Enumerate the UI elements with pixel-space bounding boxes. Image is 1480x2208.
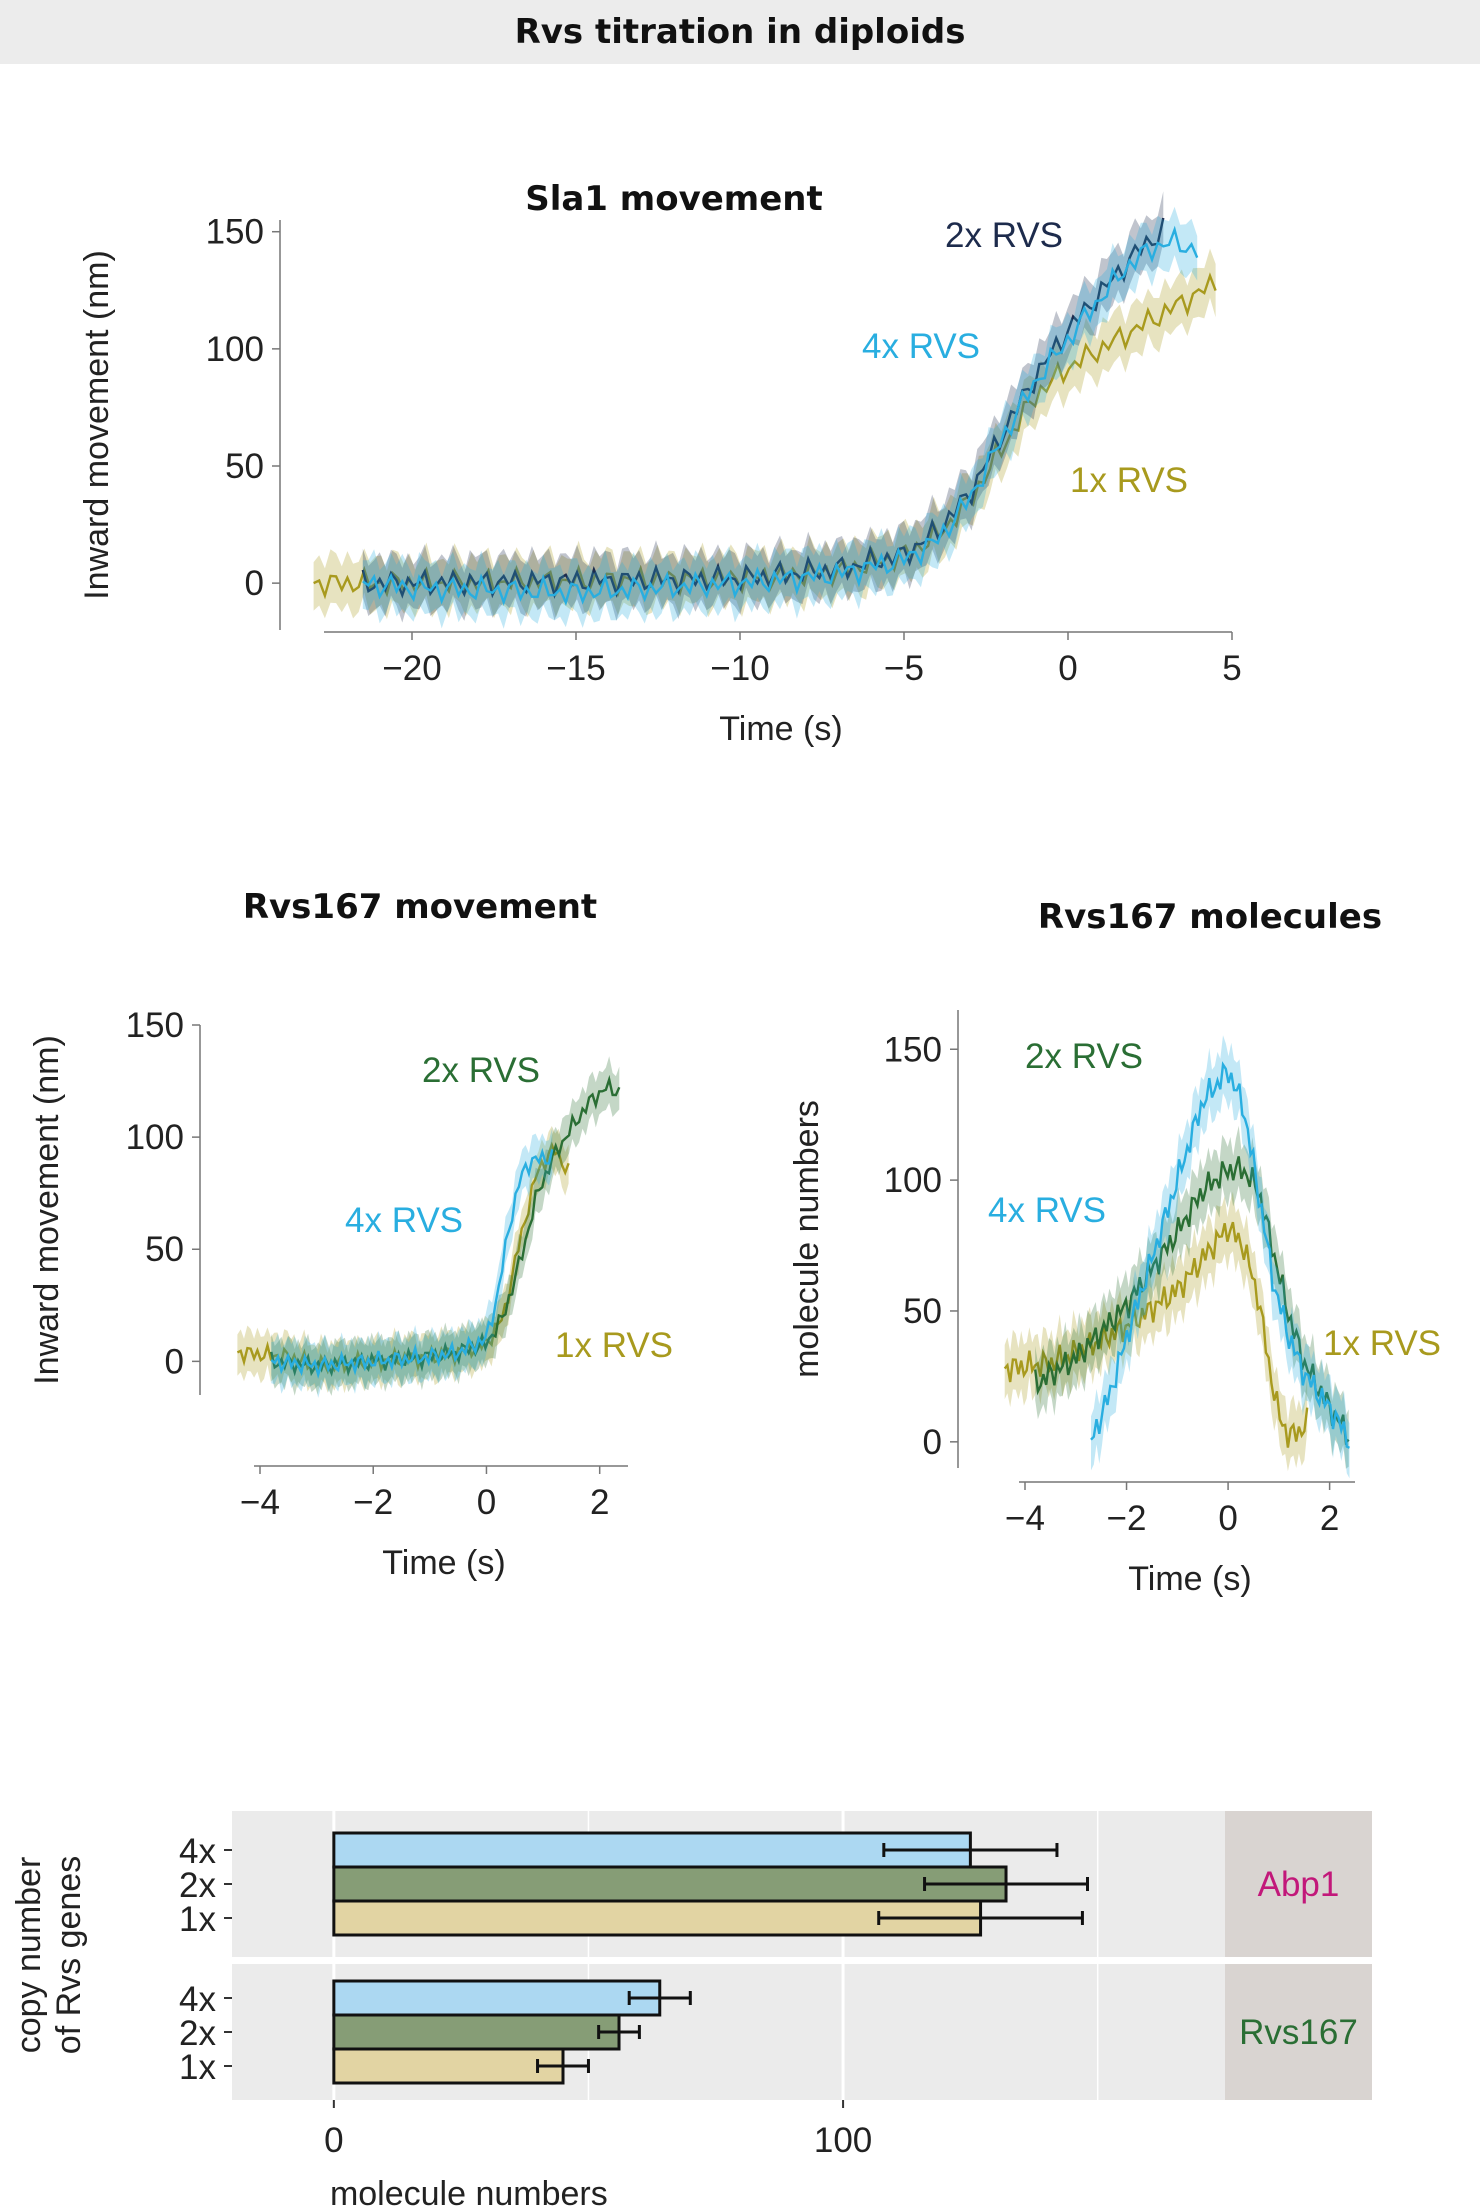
x-tick-label: 100 bbox=[814, 2121, 872, 2160]
y-tick-label: 4x bbox=[179, 1980, 216, 2019]
y-axis-label: Inward movement (nm) bbox=[28, 1035, 66, 1385]
series-line-4x-rvs bbox=[270, 1147, 554, 1379]
x-axis-label: Time (s) bbox=[1128, 1560, 1251, 1598]
bar-abp1-1x bbox=[332, 1899, 983, 1937]
y-tick-label: 1x bbox=[179, 1900, 216, 1939]
legend-label-1x-rvs: 1x RVS bbox=[1323, 1324, 1441, 1363]
chart-title: Rvs167 movement bbox=[243, 887, 597, 927]
series-line-1x-rvs bbox=[1003, 1221, 1309, 1448]
y-tick-label: 50 bbox=[903, 1292, 942, 1331]
bar-rvs167-2x bbox=[332, 2013, 621, 2051]
y-tick-label: 4x bbox=[179, 1832, 216, 1871]
bar-rvs167-4x bbox=[332, 1979, 662, 2017]
x-tick-label: −2 bbox=[1107, 1499, 1147, 1538]
y-tick-label: 2x bbox=[179, 1866, 216, 1905]
legend-label-4x-rvs: 4x RVS bbox=[862, 327, 980, 366]
x-axis-label: molecule numbers bbox=[330, 2175, 608, 2208]
x-tick-label: 2 bbox=[1320, 1499, 1339, 1538]
x-tick-label: −20 bbox=[382, 649, 441, 688]
series-line-2x-rvs bbox=[1034, 1156, 1350, 1446]
y-tick-label: 150 bbox=[126, 1006, 184, 1045]
y-axis-label-line: of Rvs genes bbox=[50, 1856, 88, 2054]
y-tick-label: 50 bbox=[225, 447, 264, 486]
bar-abp1-2x bbox=[332, 1865, 1008, 1903]
x-tick-label: 0 bbox=[1218, 1499, 1237, 1538]
series-band-1x-rvs bbox=[237, 1126, 569, 1395]
legend-label-2x-rvs: 2x RVS bbox=[945, 216, 1063, 255]
legend-label-1x-rvs: 1x RVS bbox=[1070, 461, 1188, 500]
x-tick-label: −10 bbox=[710, 649, 769, 688]
facet-strip-abp1 bbox=[1225, 1811, 1372, 1957]
bar-abp1-4x bbox=[332, 1831, 972, 1869]
x-tick-label: −5 bbox=[884, 649, 924, 688]
x-tick-label: 5 bbox=[1222, 649, 1241, 688]
series-band-4x-rvs bbox=[271, 1127, 553, 1398]
y-tick-label: 150 bbox=[206, 213, 264, 252]
x-tick-label: 0 bbox=[1058, 649, 1077, 688]
y-axis-label: molecule numbers bbox=[788, 1100, 826, 1378]
figure-title: Rvs titration in diploids bbox=[514, 12, 966, 52]
series-line-4x-rvs bbox=[362, 225, 1199, 607]
chart-title: Rvs167 molecules bbox=[1038, 897, 1382, 937]
x-tick-label: −4 bbox=[240, 1483, 280, 1522]
series-band-2x-rvs bbox=[362, 191, 1164, 623]
legend-label-1x-rvs: 1x RVS bbox=[555, 1326, 673, 1365]
y-tick-label: 0 bbox=[245, 564, 264, 603]
x-tick-label: −2 bbox=[353, 1483, 393, 1522]
y-tick-label: 100 bbox=[126, 1118, 184, 1157]
y-axis-label: Inward movement (nm) bbox=[78, 250, 116, 600]
y-tick-label: 0 bbox=[165, 1342, 184, 1381]
chart-title: Sla1 movement bbox=[525, 179, 823, 219]
series-band-2x-rvs bbox=[1035, 1125, 1349, 1469]
y-tick-label: 100 bbox=[884, 1161, 942, 1200]
x-tick-label: 0 bbox=[324, 2121, 343, 2160]
legend-label-4x-rvs: 4x RVS bbox=[345, 1201, 463, 1240]
legend-label-2x-rvs: 2x RVS bbox=[1025, 1037, 1143, 1076]
y-tick-label: 50 bbox=[145, 1230, 184, 1269]
y-tick-label: 100 bbox=[206, 330, 264, 369]
series-line-4x-rvs bbox=[1090, 1061, 1350, 1449]
facet-strip-rvs167 bbox=[1225, 1964, 1372, 2100]
y-tick-label: 0 bbox=[923, 1423, 942, 1462]
y-tick-label: 2x bbox=[179, 2014, 216, 2053]
legend-label-4x-rvs: 4x RVS bbox=[988, 1191, 1106, 1230]
facet-strip-label-abp1: Abp1 bbox=[1258, 1865, 1340, 1904]
y-tick-label: 150 bbox=[884, 1030, 942, 1069]
x-axis-label: Time (s) bbox=[382, 1544, 505, 1582]
bar-rvs167-1x bbox=[332, 2047, 565, 2085]
x-tick-label: −15 bbox=[546, 649, 605, 688]
facet-strip-label-rvs167: Rvs167 bbox=[1239, 2013, 1358, 2052]
x-axis-label: Time (s) bbox=[719, 710, 842, 748]
y-axis-label-line: copy number bbox=[10, 1857, 48, 2054]
x-tick-label: 2 bbox=[590, 1483, 609, 1522]
x-tick-label: −4 bbox=[1005, 1499, 1045, 1538]
x-tick-label: 0 bbox=[477, 1483, 496, 1522]
figure-title-banner: Rvs titration in diploids bbox=[0, 0, 1480, 64]
legend-label-2x-rvs: 2x RVS bbox=[422, 1051, 540, 1090]
y-tick-label: 1x bbox=[179, 2048, 216, 2087]
y-axis-label: copy numberof Rvs genes bbox=[10, 1856, 88, 2054]
